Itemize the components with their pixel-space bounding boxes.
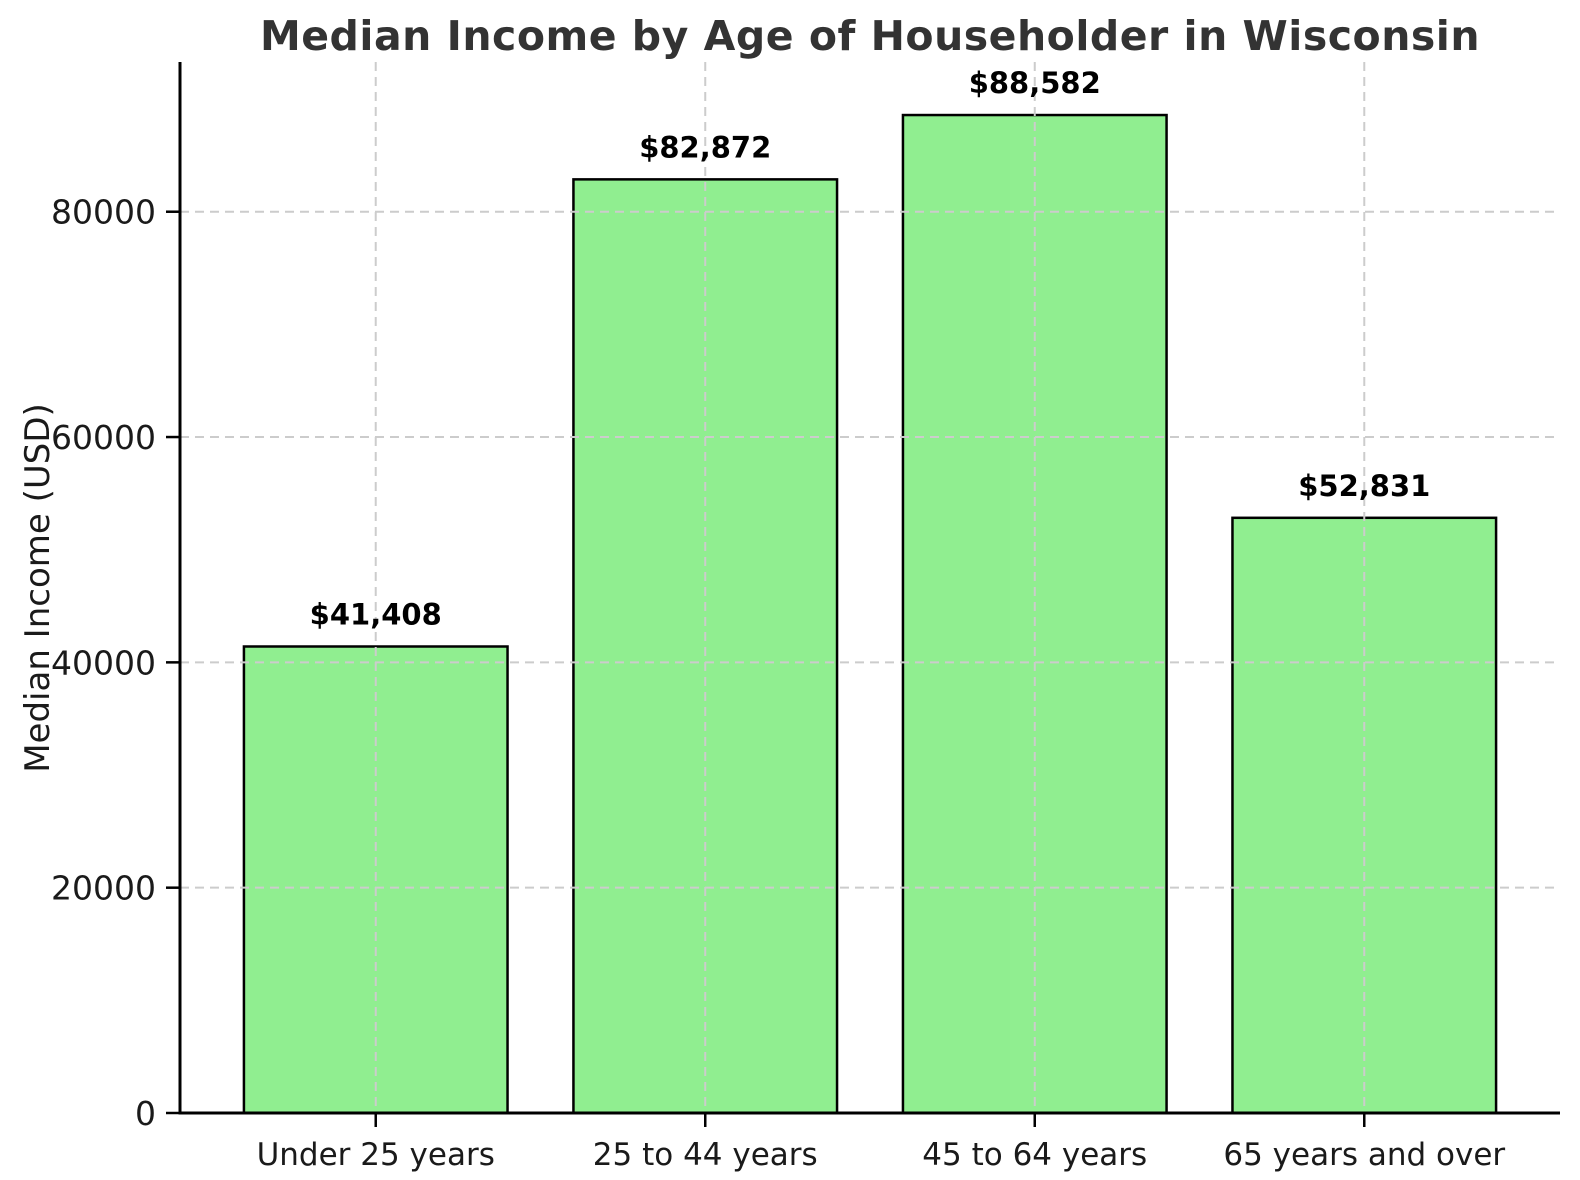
y-tick-label-4: 80000 [51, 193, 156, 232]
y-tick-label-2: 40000 [51, 643, 156, 682]
y-tick-label-3: 60000 [51, 418, 156, 457]
y-tick-label-0: 0 [135, 1094, 156, 1133]
x-tick-label-1: 25 to 44 years [593, 1137, 818, 1173]
bar-value-label-0: $41,408 [310, 597, 442, 631]
bar-value-label-3: $52,831 [1298, 469, 1430, 503]
bar-value-label-1: $82,872 [639, 130, 771, 164]
chart-title: Median Income by Age of Householder in W… [259, 12, 1481, 60]
bar-value-label-2: $88,582 [969, 66, 1101, 100]
y-tick-label-1: 20000 [51, 869, 156, 908]
y-axis-label: Median Income (USD) [18, 403, 58, 773]
x-tick-label-3: 65 years and over [1223, 1137, 1505, 1173]
x-tick-label-2: 45 to 64 years [922, 1137, 1147, 1173]
x-tick-label-0: Under 25 years [257, 1137, 495, 1173]
